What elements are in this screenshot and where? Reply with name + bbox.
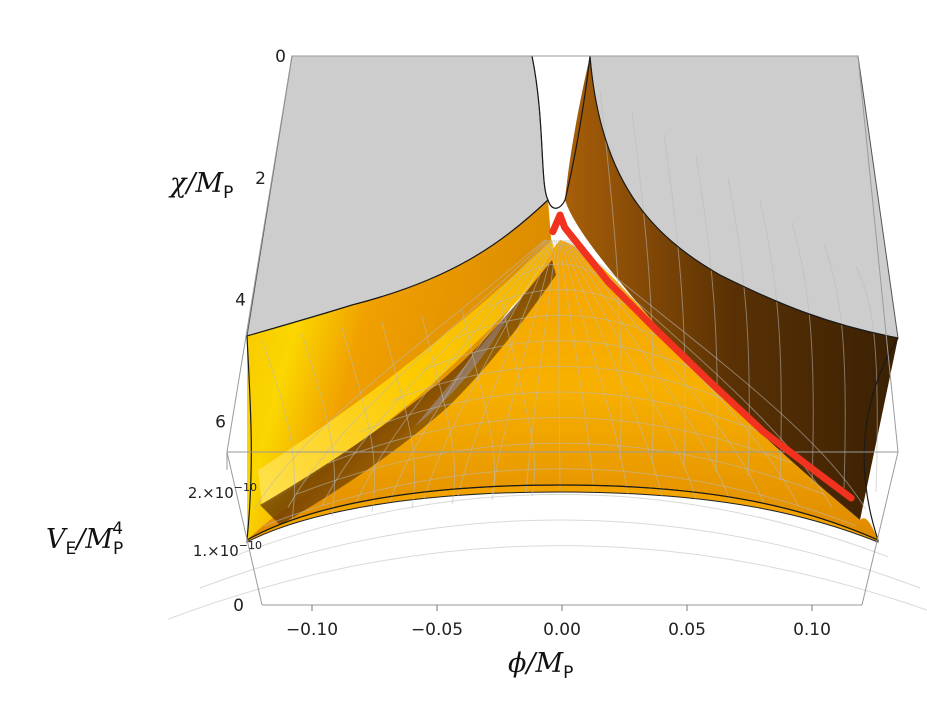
surface-right-lobe bbox=[565, 56, 898, 520]
surface-outline bbox=[246, 55, 899, 541]
grid-line-right bbox=[855, 265, 878, 493]
grid-line-left bbox=[381, 321, 416, 509]
x-tick-label: 0.10 bbox=[793, 620, 831, 640]
grid-line-chi bbox=[231, 493, 889, 558]
grid-line-chi bbox=[327, 417, 793, 464]
grid-line-right bbox=[695, 155, 718, 473]
potential-surface bbox=[246, 56, 898, 543]
grid-line-left bbox=[501, 303, 536, 497]
grid-line-chi bbox=[519, 263, 601, 277]
grid-line-phi bbox=[571, 239, 867, 511]
grid-line-right bbox=[663, 133, 686, 469]
z-axis-label: VE/MP4 bbox=[46, 519, 123, 559]
y-tick-label: 2 bbox=[255, 169, 266, 189]
x-tick-label: −0.05 bbox=[411, 620, 463, 640]
y-tick-label: 0 bbox=[275, 47, 286, 67]
surface-front bbox=[247, 240, 878, 540]
y-tick-label: 4 bbox=[235, 291, 246, 311]
grid-line-chi bbox=[487, 289, 633, 308]
grid-line-chi bbox=[199, 519, 921, 589]
grid-line-phi bbox=[560, 239, 629, 495]
grid-line-right bbox=[791, 221, 814, 485]
y-tick-label: 6 bbox=[215, 413, 226, 433]
grid-line-chi bbox=[455, 314, 665, 339]
x-tick-label: −0.10 bbox=[286, 620, 338, 640]
surface-left-ridge bbox=[258, 240, 556, 505]
grid-line-phi bbox=[355, 239, 550, 504]
x-tick-label: 0.05 bbox=[668, 620, 706, 640]
x-axis-label: ϕ/MP bbox=[508, 648, 573, 683]
grid-line-phi bbox=[557, 239, 561, 491]
grid-line-phi bbox=[491, 239, 556, 495]
grid-line-phi bbox=[321, 239, 548, 506]
grid-line-right bbox=[759, 199, 782, 481]
grid-line-chi bbox=[359, 391, 761, 433]
grid-line-phi bbox=[457, 239, 554, 497]
grid-line-phi bbox=[389, 239, 551, 502]
y-axis-ticks: 0 2 4 6 bbox=[215, 47, 286, 433]
grid-line-left bbox=[461, 309, 496, 501]
grid-line-chi bbox=[391, 365, 729, 402]
z-tick-label: 0 bbox=[233, 596, 244, 616]
grid-line-phi bbox=[287, 239, 547, 508]
grid-line-phi bbox=[563, 239, 697, 499]
grid-line-left bbox=[301, 333, 336, 517]
grid-line-chi bbox=[263, 468, 857, 527]
grid-line-phi bbox=[253, 239, 545, 511]
grid-line-phi bbox=[562, 239, 663, 497]
x-axis-ticks: −0.10 −0.05 0.00 0.05 0.10 bbox=[286, 605, 831, 640]
grid-line-chi bbox=[423, 340, 697, 371]
grid-line-phi bbox=[423, 239, 553, 499]
surface-dark-band bbox=[260, 260, 556, 525]
grid-line-left bbox=[341, 327, 376, 513]
trajectory-curve bbox=[549, 211, 855, 502]
z-axis-ticks: 0 1.×10−10 2.×10−10 bbox=[188, 481, 262, 616]
grid-line-chi bbox=[295, 442, 825, 495]
grid-line-chi bbox=[167, 545, 927, 620]
surface-grid bbox=[167, 89, 927, 620]
grid-line-phi bbox=[525, 239, 557, 493]
grid-line-right bbox=[631, 111, 654, 465]
z-tick-label: 2.×10−10 bbox=[188, 481, 257, 502]
z-tick-label: 1.×10−10 bbox=[193, 539, 262, 560]
x-tick-label: 0.00 bbox=[543, 620, 581, 640]
grid-line-phi bbox=[566, 239, 765, 504]
grid-line-phi bbox=[559, 239, 595, 493]
grid-line-left bbox=[261, 339, 296, 521]
y-axis-label: χ/MP bbox=[168, 168, 233, 203]
grid-line-left bbox=[421, 315, 456, 505]
